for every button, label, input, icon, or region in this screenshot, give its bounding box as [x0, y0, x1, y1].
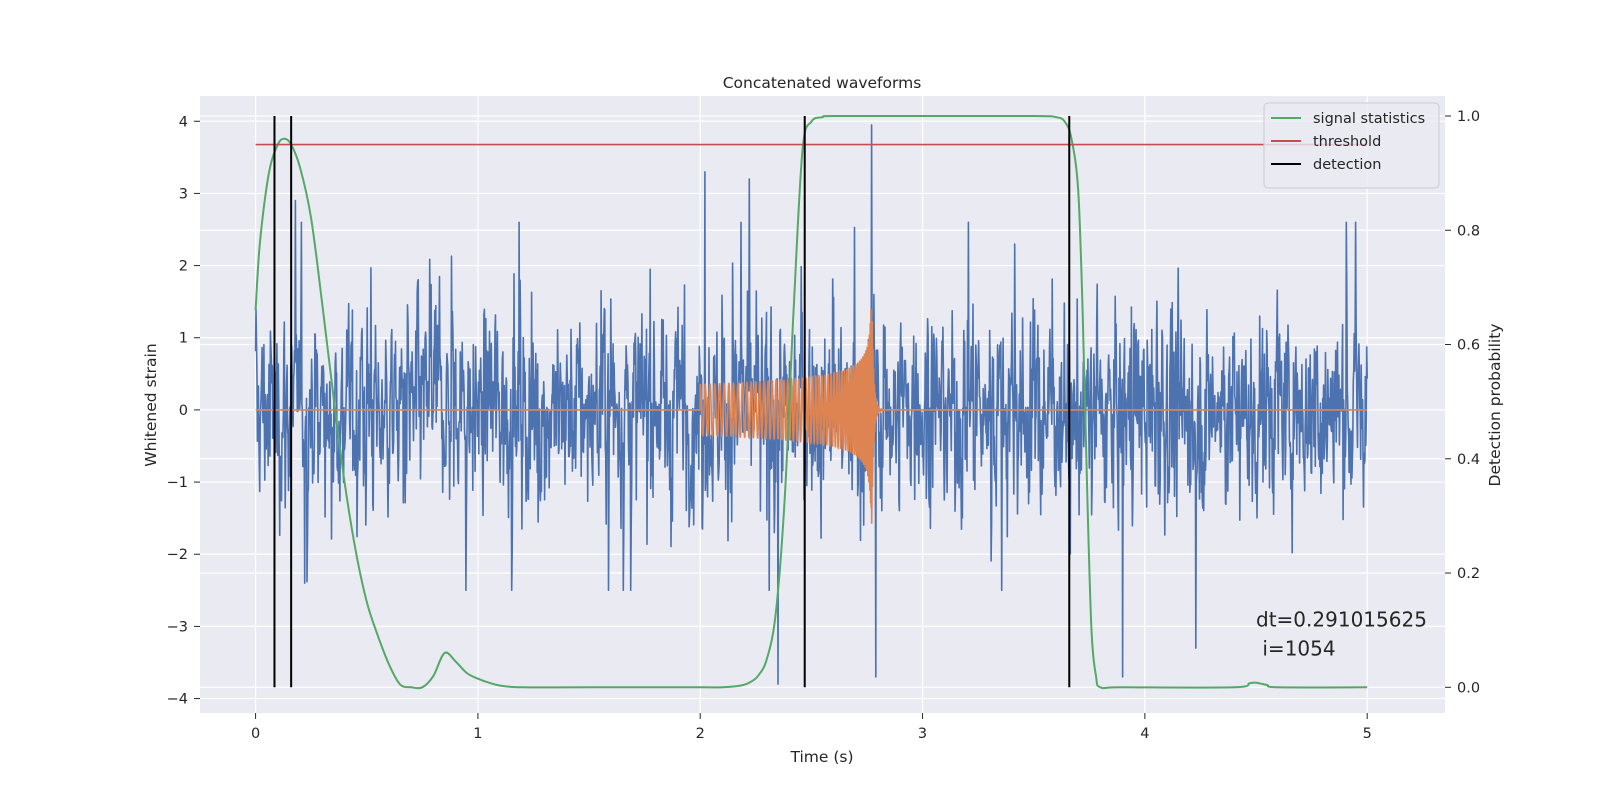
- x-tick-label: 2: [696, 726, 705, 742]
- x-axis-label: Time (s): [789, 748, 853, 766]
- y-tick-label: 2: [179, 259, 188, 275]
- y-tick-label: −2: [167, 547, 188, 563]
- y-tick-label: 4: [179, 114, 188, 130]
- x-tick-label: 0: [251, 726, 260, 742]
- y-tick-label: −3: [167, 619, 188, 635]
- axes-layer: 0 1 2 3 4 5 −4 −3 −2 −1 0 1 2 3 4 0.0 0.2 0.4 0.6 0.8 1.0: [167, 109, 1480, 742]
- y2-tick-label: 0.8: [1457, 223, 1480, 239]
- legend-label: detection: [1313, 157, 1381, 173]
- y2-tick-label: 0.0: [1457, 680, 1480, 696]
- x-tick-label: 3: [918, 726, 927, 742]
- annotation-line-i: i=1054: [1256, 636, 1336, 660]
- y-axis-label: Whitened strain: [142, 343, 160, 466]
- x-tick-label: 5: [1363, 726, 1372, 742]
- legend-label: threshold: [1313, 134, 1381, 150]
- x-tick-label: 4: [1140, 726, 1149, 742]
- y2-axis-label: Detection probability: [1486, 324, 1504, 487]
- chart-title: Concatenated waveforms: [723, 74, 922, 92]
- y-tick-label: −4: [167, 692, 188, 708]
- y2-tick-label: 0.6: [1457, 338, 1480, 354]
- x-tick-label: 1: [473, 726, 482, 742]
- series-layer: [254, 114, 1368, 690]
- y-tick-label: 3: [179, 186, 188, 202]
- series-chirp-template: [255, 308, 1368, 524]
- annotation-line-dt: dt=0.291015625: [1256, 607, 1427, 631]
- y2-tick-label: 0.4: [1457, 452, 1480, 468]
- legend-label: signal statistics: [1313, 111, 1425, 127]
- legend: signal statistics threshold detection: [1263, 102, 1440, 189]
- series-signal-statistics: [254, 114, 1368, 690]
- y2-tick-label: 1.0: [1457, 109, 1480, 125]
- y2-tick-label: 0.2: [1457, 566, 1480, 582]
- y-tick-label: 1: [179, 331, 188, 347]
- y-tick-label: −1: [167, 475, 188, 491]
- annotation-text: dt=0.291015625 i=1054: [1256, 607, 1427, 660]
- legend-frame: [1263, 102, 1440, 189]
- y-tick-label: 0: [179, 403, 188, 419]
